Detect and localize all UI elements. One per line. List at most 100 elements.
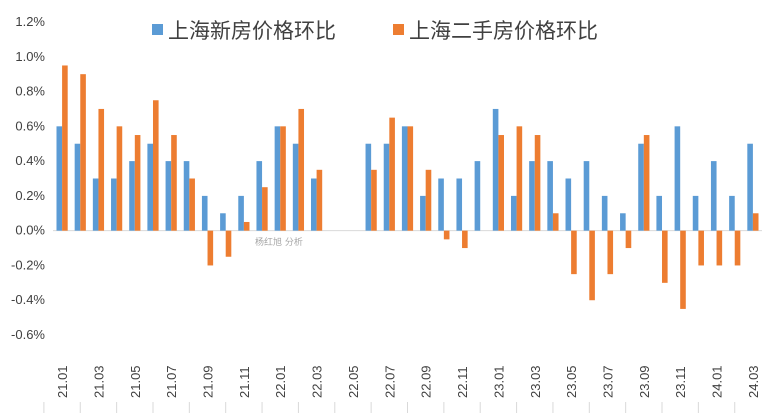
bar-new-house xyxy=(692,195,699,231)
bar-new-house xyxy=(565,178,572,231)
bar-second-hand xyxy=(589,230,595,301)
bar-second-hand xyxy=(225,230,232,257)
x-tick-label: 22.07 xyxy=(382,365,397,398)
bar-new-house xyxy=(710,161,717,231)
bar-new-house xyxy=(292,143,299,231)
bar-new-house xyxy=(583,161,590,231)
bars xyxy=(56,65,759,309)
bar-second-hand xyxy=(171,135,177,231)
bar-new-house xyxy=(438,178,444,231)
y-tick-label: -0.2% xyxy=(11,257,45,272)
bar-second-hand xyxy=(625,230,632,249)
x-tick-label: 21.01 xyxy=(55,365,70,398)
bar-new-house xyxy=(147,143,153,231)
x-tick-label: 24.03 xyxy=(746,365,761,398)
bar-second-hand xyxy=(152,100,159,231)
bar-new-house xyxy=(510,195,517,231)
bar-second-hand xyxy=(462,230,468,249)
bar-second-hand xyxy=(298,108,305,231)
x-tick-label: 22.01 xyxy=(273,365,288,398)
bar-second-hand xyxy=(698,230,704,266)
bar-new-house xyxy=(56,126,63,231)
bar-second-hand xyxy=(552,213,559,231)
x-tick-label: 23.07 xyxy=(601,365,616,398)
bar-second-hand xyxy=(571,230,577,275)
y-axis: -0.6% -0.4% -0.2% 0.0% 0.2% 0.4% 0.6% 0.8% 1.0% 1… xyxy=(11,14,45,342)
x-tick-label: 23.03 xyxy=(528,365,543,398)
bar-new-house xyxy=(74,143,81,231)
bar-second-hand xyxy=(116,126,123,231)
bar-second-hand xyxy=(407,126,414,231)
y-tick-label: -0.6% xyxy=(11,327,45,342)
bar-second-hand xyxy=(534,135,541,231)
legend-label-second-hand: 上海二手房价格环比 xyxy=(409,19,598,43)
bar-second-hand xyxy=(316,169,323,231)
x-tick-label: 23.01 xyxy=(491,365,506,398)
bar-new-house xyxy=(620,213,626,231)
bar-second-hand xyxy=(189,178,195,231)
bar-new-house xyxy=(420,195,426,231)
bar-second-hand xyxy=(207,230,214,266)
bar-second-hand xyxy=(80,74,86,231)
bar-new-house xyxy=(601,195,608,231)
y-tick-label: 0.8% xyxy=(15,84,45,99)
bar-new-house xyxy=(220,213,226,231)
x-tick-label: 23.05 xyxy=(564,365,579,398)
bar-new-house xyxy=(401,126,408,231)
bar-second-hand xyxy=(425,169,432,231)
x-tick-label: 22.03 xyxy=(310,365,325,398)
bar-new-house xyxy=(474,161,481,231)
y-tick-label: 1.2% xyxy=(15,14,45,29)
legend-label-new-house: 上海新房价格环比 xyxy=(168,19,336,43)
bar-new-house xyxy=(111,178,117,231)
y-tick-label: 0.6% xyxy=(15,118,45,133)
bar-new-house xyxy=(311,178,317,231)
bar-new-house xyxy=(365,143,372,231)
x-tick-label: 24.01 xyxy=(710,365,725,398)
bar-new-house xyxy=(165,161,172,231)
bar-second-hand xyxy=(371,169,377,231)
bar-new-house xyxy=(274,126,281,231)
bar-new-house xyxy=(456,178,463,231)
x-tick-label: 21.11 xyxy=(237,366,252,398)
bar-new-house xyxy=(238,195,244,231)
bar-new-house xyxy=(383,143,390,231)
legend-swatch-new-house xyxy=(152,24,163,35)
bar-second-hand xyxy=(98,108,105,231)
bar-new-house xyxy=(201,195,208,231)
y-tick-label: 0.0% xyxy=(15,223,45,238)
bar-second-hand xyxy=(280,126,286,231)
bar-second-hand xyxy=(680,230,686,309)
x-tick-label: 21.03 xyxy=(91,365,106,398)
bar-second-hand xyxy=(734,230,741,266)
bar-second-hand xyxy=(62,65,68,231)
bar-new-house xyxy=(129,161,135,231)
bar-new-house xyxy=(729,195,735,231)
bar-new-house xyxy=(638,143,644,231)
x-tick-label: 21.05 xyxy=(128,365,143,398)
bar-second-hand xyxy=(716,230,723,266)
bar-new-house xyxy=(529,161,535,231)
x-tick-label: 21.09 xyxy=(201,365,216,398)
bar-second-hand xyxy=(607,230,614,275)
bar-second-hand xyxy=(443,230,450,240)
bar-second-hand xyxy=(662,230,668,283)
y-tick-label: 0.4% xyxy=(15,153,45,168)
x-axis: 21.01 21.03 21.05 21.07 21.09 21.11 22.01 22.03… xyxy=(43,365,761,413)
y-tick-label: 1.0% xyxy=(15,49,45,64)
bar-second-hand xyxy=(389,117,395,231)
legend-swatch-second-hand xyxy=(393,24,404,35)
x-tick-label: 23.09 xyxy=(637,365,652,398)
bar-second-hand xyxy=(516,126,523,231)
bar-new-house xyxy=(747,143,753,231)
bar-second-hand xyxy=(643,135,650,231)
bar-new-house xyxy=(183,161,190,231)
bar-new-house xyxy=(492,108,499,231)
bar-new-house xyxy=(674,126,681,231)
x-tick-label: 23.11 xyxy=(673,366,688,398)
bar-second-hand xyxy=(134,135,141,231)
bar-new-house xyxy=(256,161,263,231)
y-tick-label: 0.2% xyxy=(15,188,45,203)
bar-second-hand xyxy=(498,135,504,231)
